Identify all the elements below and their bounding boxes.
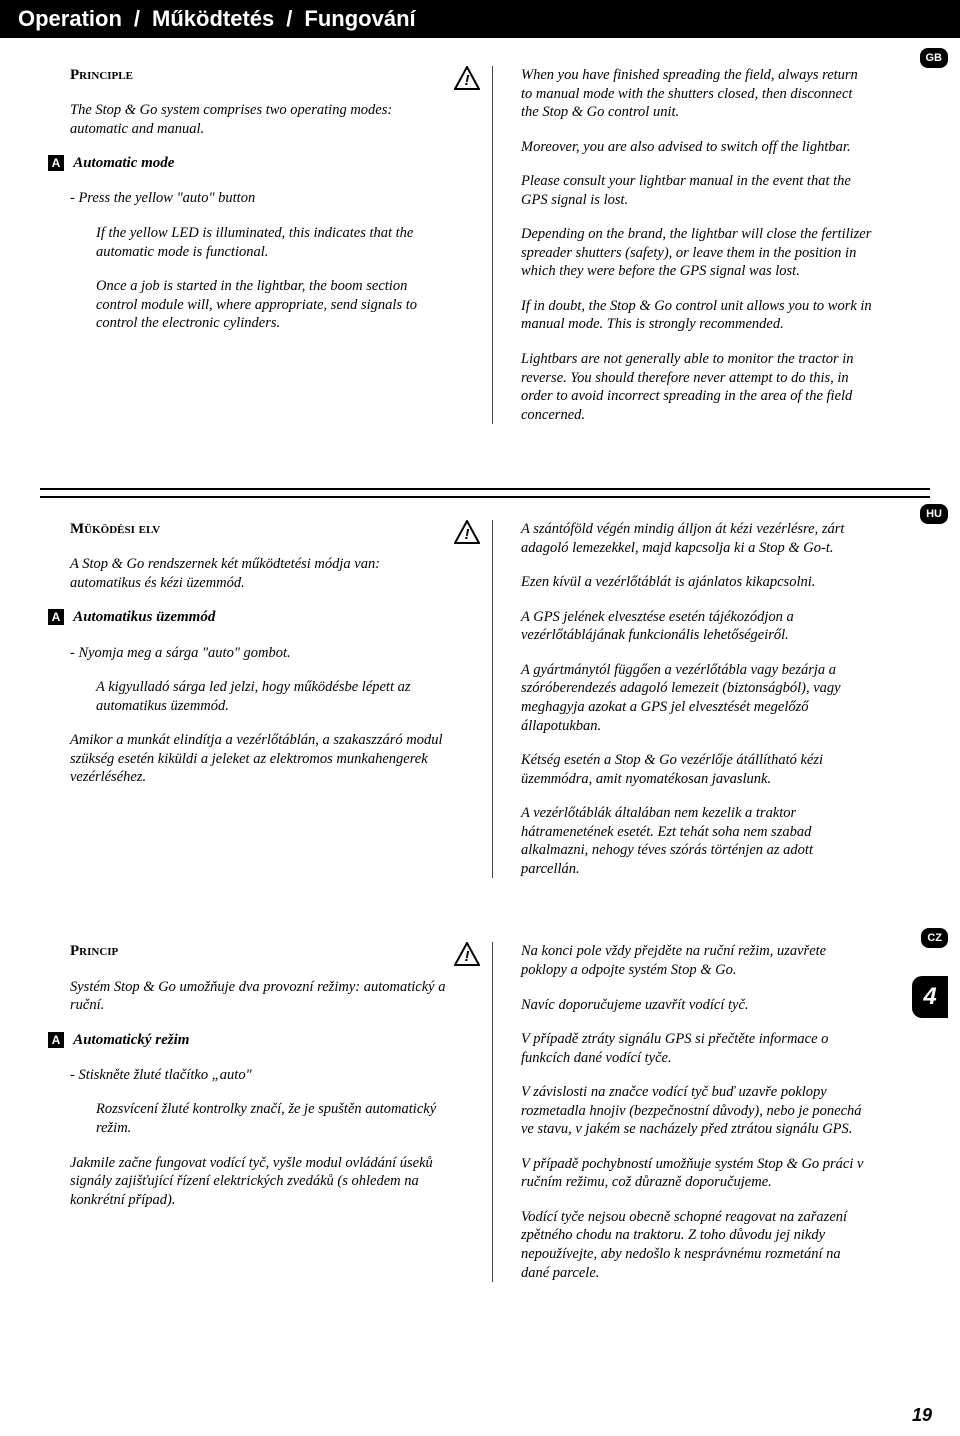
auto-mode-heading: A Automatic mode bbox=[48, 154, 450, 173]
job-note: Amikor a munkát elindítja a vezérlőtáblá… bbox=[70, 731, 450, 787]
en-r-p3: Please consult your lightbar manual in t… bbox=[521, 172, 872, 209]
en-r-p4: Depending on the brand, the lightbar wil… bbox=[521, 225, 872, 281]
principle-heading: Működési elv bbox=[70, 520, 450, 539]
lang-pill-hu: HU bbox=[920, 504, 948, 524]
page-body: GB Principle The Stop & Go system compri… bbox=[0, 38, 960, 1298]
section-marker-icon: A bbox=[48, 155, 64, 171]
section-marker-icon: A bbox=[48, 1032, 64, 1048]
auto-mode-label: Automatic mode bbox=[73, 155, 174, 171]
lang-block-cz: CZ Princip Systém Stop & Go umožňuje dva… bbox=[70, 942, 920, 1298]
warning-icon: ! bbox=[454, 942, 480, 966]
warning-icon: ! bbox=[454, 66, 480, 90]
svg-text:!: ! bbox=[465, 72, 470, 89]
col-left-hu: Működési elv A Stop & Go rendszernek két… bbox=[70, 520, 450, 894]
en-r-p6: Lightbars are not generally able to moni… bbox=[521, 350, 872, 424]
lang-pill-gb: GB bbox=[920, 48, 949, 68]
side-tab-number: 4 bbox=[912, 976, 948, 1018]
auto-mode-label: Automatikus üzemmód bbox=[73, 609, 215, 625]
principle-text: A Stop & Go rendszernek két működtetési … bbox=[70, 555, 450, 592]
press-auto: - Press the yellow "auto" button bbox=[70, 189, 450, 208]
warning-icon: ! bbox=[454, 520, 480, 544]
lang-block-en: GB Principle The Stop & Go system compri… bbox=[70, 66, 920, 440]
cz-r-p4: V závislosti na značce vodící tyč buď uz… bbox=[521, 1083, 872, 1139]
en-r-p5: If in doubt, the Stop & Go control unit … bbox=[521, 297, 872, 334]
col-right-cz: ! Na konci pole vždy přejděte na ruční r… bbox=[492, 942, 872, 1298]
section-divider bbox=[40, 488, 930, 498]
col-left-cz: Princip Systém Stop & Go umožňuje dva pr… bbox=[70, 942, 450, 1298]
svg-text:!: ! bbox=[465, 526, 470, 543]
auto-mode-label: Automatický režim bbox=[73, 1032, 189, 1048]
header-sep: / bbox=[134, 6, 140, 32]
led-note: Rozsvícení žluté kontrolky značí, že je … bbox=[70, 1100, 450, 1137]
lang-pill-cz: CZ bbox=[921, 928, 948, 948]
principle-text: Systém Stop & Go umožňuje dva provozní r… bbox=[70, 978, 450, 1015]
principle-text: The Stop & Go system comprises two opera… bbox=[70, 101, 450, 138]
press-auto: - Stiskněte žluté tlačítko „auto" bbox=[70, 1066, 450, 1085]
col-right-en: ! When you have finished spreading the f… bbox=[492, 66, 872, 440]
hu-r-p6: A vezérlőtáblák általában nem kezelik a … bbox=[521, 804, 872, 878]
job-note: Once a job is started in the lightbar, t… bbox=[70, 277, 450, 333]
header-cz: Fungování bbox=[304, 6, 415, 32]
press-auto: - Nyomja meg a sárga "auto" gombot. bbox=[70, 644, 450, 663]
section-marker-icon: A bbox=[48, 609, 64, 625]
principle-heading: Principle bbox=[70, 66, 450, 85]
auto-mode-heading: A Automatický režim bbox=[48, 1031, 450, 1050]
hu-r-p1: A szántóföld végén mindig álljon át kézi… bbox=[521, 520, 872, 557]
svg-text:!: ! bbox=[465, 948, 470, 965]
en-r-p2: Moreover, you are also advised to switch… bbox=[521, 138, 872, 157]
hu-r-p2: Ezen kívül a vezérlőtáblát is ajánlatos … bbox=[521, 573, 872, 592]
cz-r-p6: Vodící tyče nejsou obecně schopné reagov… bbox=[521, 1208, 872, 1282]
job-note: Jakmile začne fungovat vodící tyč, vyšle… bbox=[70, 1154, 450, 1210]
hu-r-p4: A gyártmánytól függően a vezérlőtábla va… bbox=[521, 661, 872, 735]
auto-mode-heading: A Automatikus üzemmód bbox=[48, 608, 450, 627]
col-left-en: Principle The Stop & Go system comprises… bbox=[70, 66, 450, 440]
led-note: If the yellow LED is illuminated, this i… bbox=[70, 224, 450, 261]
en-r-p1: When you have finished spreading the fie… bbox=[521, 66, 872, 122]
hu-r-p3: A GPS jelének elvesztése esetén tájékozó… bbox=[521, 608, 872, 645]
header-en: Operation bbox=[18, 6, 122, 32]
page-header: Operation / Működtetés / Fungování bbox=[0, 0, 960, 38]
cz-r-p1: Na konci pole vždy přejděte na ruční rež… bbox=[521, 942, 872, 979]
page-number: 19 bbox=[912, 1405, 932, 1426]
cz-r-p3: V případě ztráty signálu GPS si přečtěte… bbox=[521, 1030, 872, 1067]
led-note: A kigyulladó sárga led jelzi, hogy működ… bbox=[70, 678, 450, 715]
lang-block-hu: HU Működési elv A Stop & Go rendszernek … bbox=[70, 520, 920, 894]
header-sep: / bbox=[286, 6, 292, 32]
cz-r-p2: Navíc doporučujeme uzavřít vodící tyč. bbox=[521, 996, 872, 1015]
col-right-hu: ! A szántóföld végén mindig álljon át ké… bbox=[492, 520, 872, 894]
cz-r-p5: V případě pochybností umožňuje systém St… bbox=[521, 1155, 872, 1192]
header-hu: Működtetés bbox=[152, 6, 274, 32]
hu-r-p5: Kétség esetén a Stop & Go vezérlője átál… bbox=[521, 751, 872, 788]
principle-heading: Princip bbox=[70, 942, 450, 961]
